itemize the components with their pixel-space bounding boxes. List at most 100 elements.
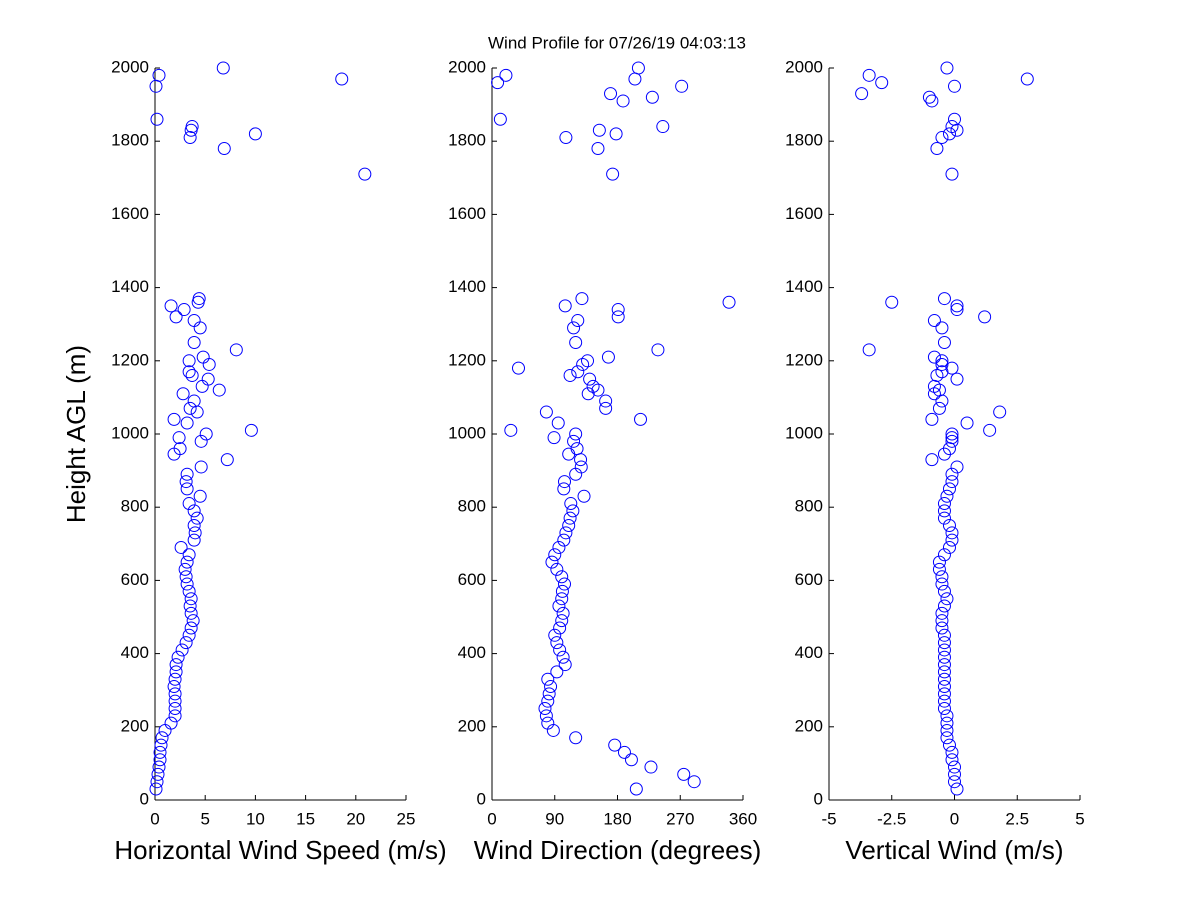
data-point (945, 434, 959, 448)
data-point (937, 504, 951, 518)
data-point (180, 555, 194, 569)
data-point (942, 540, 956, 554)
data-point (935, 606, 949, 620)
data-point (168, 694, 182, 708)
data-point (563, 511, 577, 525)
y-tick-label: 200 (121, 716, 149, 735)
data-point (154, 738, 168, 752)
data-point (556, 650, 570, 664)
data-point (551, 416, 565, 430)
data-point (581, 387, 595, 401)
data-point (185, 120, 199, 134)
data-point (925, 412, 939, 426)
data-point (220, 453, 234, 467)
data-point (187, 394, 201, 408)
data-point (937, 694, 951, 708)
data-point (168, 709, 182, 723)
data-point (168, 702, 182, 715)
y-tick-label: 200 (795, 716, 823, 735)
data-point (945, 753, 959, 767)
data-point (569, 731, 583, 745)
x-tick-label: 0 (950, 809, 959, 828)
data-point (591, 383, 605, 397)
data-point (164, 299, 178, 313)
data-point (569, 427, 583, 441)
y-tick-label: 0 (477, 789, 486, 808)
data-point (599, 401, 613, 415)
data-point (945, 361, 959, 375)
data-point (151, 767, 165, 781)
data-point (616, 94, 630, 108)
data-point (180, 416, 194, 430)
data-point (539, 709, 553, 723)
data-point (217, 142, 231, 156)
y-tick-label: 1400 (448, 277, 486, 296)
data-point (176, 387, 190, 401)
y-tick-label: 1000 (448, 423, 486, 442)
data-point (511, 361, 525, 375)
data-point (550, 636, 564, 650)
data-point (925, 94, 939, 108)
data-point (609, 127, 623, 141)
data-point (631, 61, 645, 75)
y-tick-label: 1400 (111, 277, 149, 296)
data-point (169, 310, 183, 324)
y-tick-label: 600 (121, 570, 149, 589)
data-point (555, 570, 569, 584)
data-point (558, 299, 572, 313)
data-point (186, 614, 200, 628)
data-point (164, 716, 178, 730)
data-point (945, 533, 959, 547)
data-point (493, 112, 507, 126)
x-axis-title: Horizontal Wind Speed (m/s) (114, 835, 446, 865)
data-point (539, 405, 553, 419)
data-point (945, 120, 959, 134)
data-point (556, 606, 570, 620)
x-tick-label: -5 (821, 809, 836, 828)
y-tick-label: 1800 (448, 131, 486, 150)
data-point (629, 782, 643, 796)
data-point (945, 167, 959, 181)
data-point (167, 412, 181, 426)
data-point (192, 292, 206, 306)
data-point (180, 482, 194, 496)
data-point (180, 577, 194, 591)
data-point (559, 131, 573, 145)
data-point (604, 87, 618, 101)
data-point (216, 61, 230, 75)
data-point (940, 716, 954, 730)
x-axis-title: Vertical Wind (m/s) (845, 835, 1063, 865)
data-point (935, 131, 949, 145)
data-point (550, 562, 564, 576)
data-point (183, 599, 197, 613)
data-point (190, 511, 204, 525)
data-point (945, 526, 959, 540)
data-point (592, 123, 606, 137)
data-point (152, 68, 166, 82)
data-point (945, 467, 959, 481)
data-point (548, 548, 562, 562)
data-point (212, 383, 226, 397)
x-tick-label: 180 (603, 809, 631, 828)
x-tick-label: 5 (200, 809, 209, 828)
data-point (950, 782, 964, 796)
data-point (167, 680, 181, 694)
x-tick-label: 2.5 (1005, 809, 1029, 828)
data-point (927, 314, 941, 328)
y-tick-label: 1200 (785, 350, 823, 369)
data-point (172, 431, 186, 445)
data-point (182, 354, 196, 368)
data-point (155, 731, 169, 745)
data-point (152, 760, 166, 774)
data-point (150, 775, 164, 789)
data-point (862, 343, 876, 357)
y-tick-label: 1000 (111, 423, 149, 442)
data-point (557, 482, 571, 496)
x-tick-label: 15 (296, 809, 315, 828)
data-point (935, 614, 949, 628)
y-tick-label: 2000 (785, 57, 823, 76)
data-point (185, 368, 199, 382)
data-point (960, 416, 974, 430)
data-point (942, 738, 956, 752)
